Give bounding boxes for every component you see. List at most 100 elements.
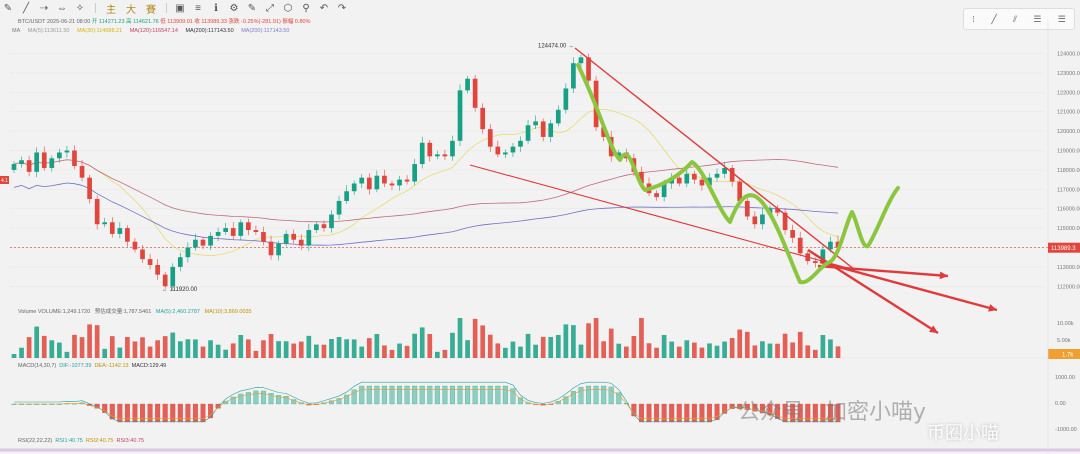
volume-bar <box>132 341 138 358</box>
candle-body <box>64 150 70 153</box>
chart-tool-0-icon[interactable]: ▣ <box>175 2 185 14</box>
volume-bar <box>321 344 327 358</box>
indicator-tab-1[interactable]: 大 <box>126 4 136 16</box>
volume-bar <box>669 341 675 358</box>
candle-body <box>404 179 410 182</box>
tool-1-icon[interactable]: ╱ <box>22 2 30 14</box>
macd-dif: DIF:-1077.39 <box>59 363 92 369</box>
candle-body <box>699 179 705 186</box>
price-tick-label: 118000.00 <box>1057 168 1080 174</box>
volume-bar <box>639 318 644 358</box>
candle-body <box>707 177 712 186</box>
chart-tool-9-icon[interactable]: ↷ <box>337 2 347 14</box>
macd-histogram-bar <box>669 403 675 423</box>
chart-tool-1-icon[interactable]: ≡ <box>195 2 201 14</box>
volume-bar <box>510 341 516 358</box>
volume-bar <box>351 339 357 358</box>
volume-ma5: MA(5):2,460.2787 <box>155 309 200 315</box>
user-drawings <box>469 47 998 335</box>
macd-histogram-bar <box>586 385 592 405</box>
candle-body <box>253 230 259 232</box>
volume-bar <box>601 341 606 358</box>
volume-bar <box>465 340 470 358</box>
macd-histogram-bar <box>260 390 266 405</box>
macd-histogram-bar <box>404 385 410 405</box>
chart-tool-3-icon[interactable]: ⚙ <box>229 2 239 14</box>
candle-body <box>19 160 24 165</box>
candle-body <box>465 78 470 91</box>
candle-body <box>125 228 130 242</box>
draw-tool-4-icon[interactable]: ☰ <box>1057 13 1066 24</box>
candle-body <box>57 152 62 159</box>
volume-bar <box>540 336 546 358</box>
candle-body <box>571 63 576 89</box>
candle-body <box>34 152 40 172</box>
arrow-down-head <box>929 325 938 333</box>
macd-title: MACD(14,30,7) <box>18 363 57 369</box>
candle-body <box>140 249 145 260</box>
chart-tool-6-icon[interactable]: ⬡ <box>283 2 293 14</box>
volume-bar <box>177 341 183 358</box>
indicator-tab-0[interactable]: 主 <box>106 4 116 16</box>
ma30-label: MA(30):114688.21 <box>77 28 123 34</box>
ma-legend: MA MA(5):113611.50 MA(30):114688.21 MA(1… <box>12 28 295 34</box>
price-tick-label: 112000.00 <box>1057 284 1080 290</box>
price-tick-label: 116000.00 <box>1057 207 1080 213</box>
draw-tool-0-icon[interactable]: ⁝ <box>972 13 976 24</box>
volume-bar <box>366 338 372 358</box>
tool-0-icon[interactable]: ✎ <box>3 2 13 14</box>
volume-bar <box>661 335 667 358</box>
tool-4-icon[interactable]: ✧ <box>75 2 85 14</box>
arrow-right-head <box>939 271 948 280</box>
candle-body <box>41 152 47 168</box>
candle-body <box>533 121 538 126</box>
price-tick-label: 124000.00 <box>1057 52 1080 58</box>
volume-bar <box>472 318 478 358</box>
macd-histogram-bar <box>752 403 758 412</box>
ma-short-line <box>13 108 839 257</box>
volume-bar <box>147 346 153 358</box>
candle-body <box>812 261 818 264</box>
candle-body <box>72 150 77 167</box>
macd-histogram-bar <box>502 385 508 405</box>
draw-tool-3-icon[interactable]: ☰ <box>1033 13 1042 24</box>
macd-histogram-bar <box>449 385 455 405</box>
macd-histogram-bar <box>654 403 660 423</box>
volume-tick-label: 10.00k <box>1057 321 1074 327</box>
ma-long-line <box>13 159 839 223</box>
volume-bar <box>835 346 841 358</box>
macd-histogram-bar <box>722 403 728 414</box>
candle-body <box>215 231 221 236</box>
volume-bar <box>434 351 440 358</box>
chart-tool-4-icon[interactable]: ✎ <box>247 2 257 14</box>
chart-tool-7-icon[interactable]: ⚲ <box>302 2 310 14</box>
volume-bar <box>563 324 569 358</box>
volume-bar <box>11 354 17 358</box>
chart-tool-2-icon[interactable]: ℹ <box>214 2 218 14</box>
candle-body <box>412 164 418 182</box>
macd-histogram-bar <box>283 396 289 405</box>
rsi3: RSI3:40.75 <box>116 438 145 444</box>
chart-tool-8-icon[interactable]: ↶ <box>319 2 329 14</box>
volume-tag-text: 1.7k <box>1062 353 1074 359</box>
volume-bar <box>215 344 221 358</box>
candle-body <box>162 274 168 287</box>
volume-bar <box>404 345 410 358</box>
candle-body <box>714 173 720 178</box>
candle-body <box>298 239 304 246</box>
candle-body <box>495 146 501 155</box>
tool-2-icon[interactable]: ⇢ <box>39 2 49 14</box>
current-price-tag <box>1048 242 1080 253</box>
draw-tool-1-icon[interactable]: ╱ <box>991 13 997 24</box>
draw-tool-2-icon[interactable]: ⫽ <box>1013 13 1018 24</box>
arrow-down-right <box>819 260 998 312</box>
tool-3-icon[interactable]: ⇔ <box>57 2 67 14</box>
indicator-tab-2[interactable]: 賽 <box>146 4 156 16</box>
low-annotation: ← 111920.00 <box>162 287 198 293</box>
chart-tool-5-icon[interactable]: ⤢ <box>266 2 274 14</box>
candle-body <box>117 228 123 234</box>
left-price-tag <box>0 176 9 184</box>
candle-body <box>200 239 206 246</box>
macd-histogram-bar <box>775 403 781 419</box>
